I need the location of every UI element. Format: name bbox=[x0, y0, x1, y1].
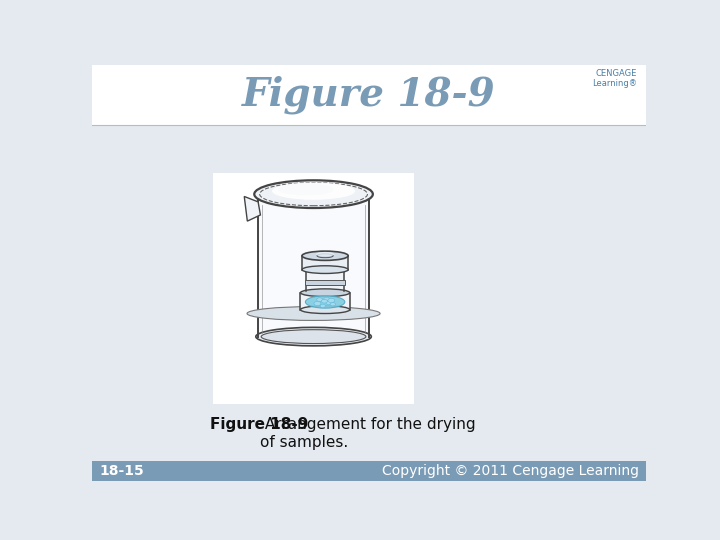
Ellipse shape bbox=[272, 183, 355, 200]
Polygon shape bbox=[244, 197, 261, 221]
Ellipse shape bbox=[317, 254, 333, 258]
Ellipse shape bbox=[261, 330, 366, 343]
Ellipse shape bbox=[326, 301, 332, 305]
Ellipse shape bbox=[300, 306, 350, 314]
Bar bbox=[302, 256, 348, 269]
Ellipse shape bbox=[324, 297, 329, 300]
Ellipse shape bbox=[314, 301, 321, 306]
Text: Figure 18-9: Figure 18-9 bbox=[242, 76, 496, 114]
Ellipse shape bbox=[278, 184, 333, 195]
Bar bbox=[300, 293, 350, 309]
Bar bbox=[92, 65, 647, 125]
Bar bbox=[92, 461, 647, 481]
Ellipse shape bbox=[320, 304, 325, 307]
Ellipse shape bbox=[330, 302, 336, 306]
Text: Figure 18-9: Figure 18-9 bbox=[210, 417, 308, 433]
Text: CENGAGE
Learning®: CENGAGE Learning® bbox=[592, 69, 637, 88]
Ellipse shape bbox=[302, 251, 348, 260]
Ellipse shape bbox=[317, 298, 323, 301]
Text: Copyright © 2011 Cengage Learning: Copyright © 2011 Cengage Learning bbox=[382, 463, 639, 477]
Bar bbox=[306, 269, 344, 291]
Ellipse shape bbox=[253, 310, 374, 320]
Ellipse shape bbox=[300, 289, 350, 296]
Bar bbox=[258, 194, 369, 336]
Ellipse shape bbox=[316, 252, 334, 256]
Ellipse shape bbox=[321, 299, 328, 303]
Ellipse shape bbox=[256, 327, 372, 346]
Bar bbox=[305, 280, 345, 285]
Ellipse shape bbox=[254, 180, 373, 208]
Text: 18-15: 18-15 bbox=[99, 463, 144, 477]
Ellipse shape bbox=[305, 296, 345, 308]
Ellipse shape bbox=[247, 307, 380, 320]
Text: Arrangement for the drying
of samples.: Arrangement for the drying of samples. bbox=[261, 417, 476, 450]
Ellipse shape bbox=[328, 298, 335, 302]
Bar bbox=[213, 173, 414, 403]
Ellipse shape bbox=[302, 266, 348, 273]
